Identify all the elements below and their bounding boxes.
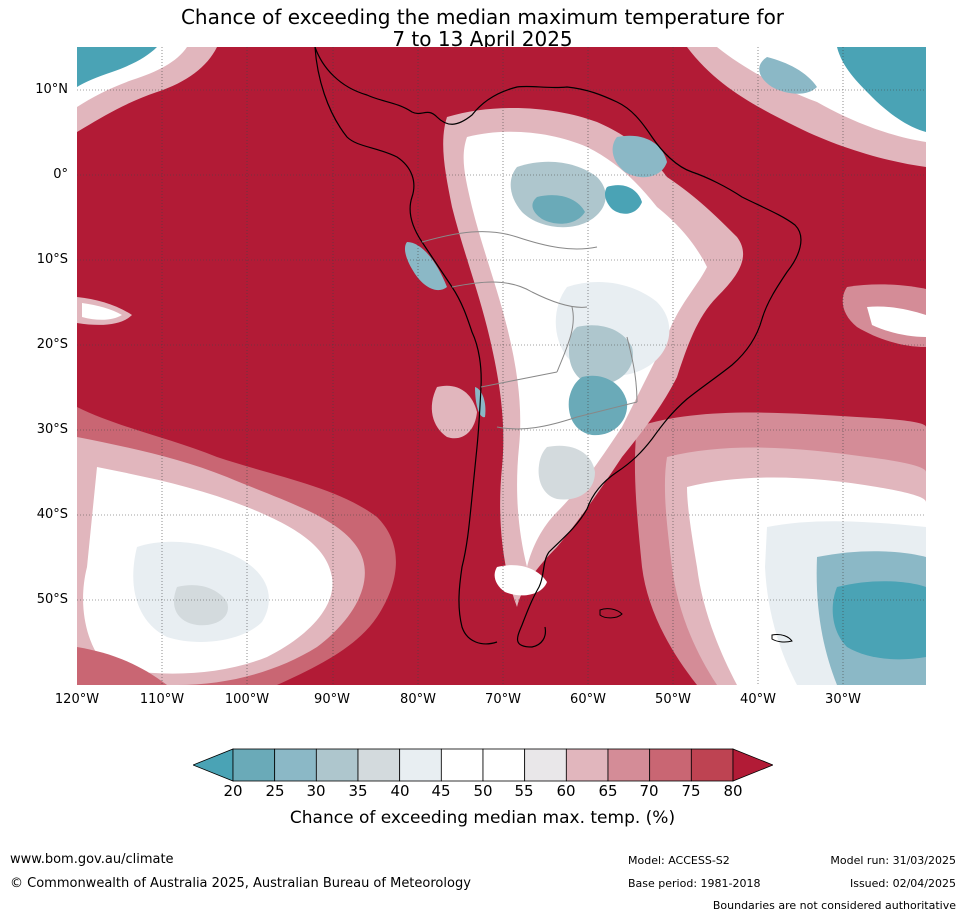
colorbar-over-arrow [732,748,773,782]
colorbar-cell [524,748,567,782]
south-atlantic-anomaly [634,412,926,685]
colorbar-tick-55: 55 [514,782,534,800]
issued-text: Issued: 02/04/2025 [849,877,956,890]
colorbar-cell [357,748,401,782]
colorbar-tick-70: 70 [639,782,659,800]
lon-label-50w: 50°W [655,692,691,707]
colorbar-tick-60: 60 [556,782,576,800]
model-run-text: Model run: 31/03/2025 [830,854,956,867]
colorbar [193,748,773,782]
colorbar-cell [399,748,442,782]
colorbar-tick-80: 80 [723,782,743,800]
colorbar-cell [607,748,651,782]
lon-label-90w: 90°W [314,692,350,707]
map-graphic [77,47,926,685]
continent-anomaly [443,107,744,607]
graticule [77,47,926,685]
website-link[interactable]: www.bom.gov.au/climate [10,852,174,867]
lat-label-10n: 10°N [35,82,68,97]
colorbar-cell [315,748,359,782]
lon-label-40w: 40°W [740,692,776,707]
lon-label-110w: 110°W [139,692,185,707]
colorbar-cell [274,748,317,782]
lat-label-40s: 40°S [36,507,68,522]
colorbar-tick-25: 25 [265,782,285,800]
lon-label-80w: 80°W [400,692,436,707]
colorbar-cell [565,748,609,782]
colorbar-cell [482,748,526,782]
nw-pacific-anomaly [77,47,217,132]
lon-label-100w: 100°W [224,692,270,707]
colorbar-under-arrow [193,748,234,782]
map-title-line-2: 7 to 13 April 2025 [392,27,573,51]
colorbar-tick-35: 35 [348,782,368,800]
forecast-map [77,47,926,685]
colorbar-cell [440,748,484,782]
colorbar-tick-50: 50 [473,782,493,800]
colorbar-cell [232,748,276,782]
colorbar-label: Chance of exceeding median max. temp. (%… [289,808,676,828]
colorbar-tick-45: 45 [431,782,451,800]
lon-label-70w: 70°W [485,692,521,707]
colorbar-tick-40: 40 [390,782,410,800]
disclaimer-text: Boundaries are not considered authoritat… [712,899,956,912]
map-title-line-1: Chance of exceeding the median maximum t… [180,5,785,29]
lon-label-60w: 60°W [570,692,606,707]
model-text: Model: ACCESS-S2 [628,854,730,867]
sw-pacific-anomaly [77,407,396,685]
colorbar-cells [232,748,734,782]
colorbar-tick-20: 20 [223,782,243,800]
colorbar-cell [649,748,692,782]
lat-label-10s: 10°S [36,252,68,267]
copyright-text: © Commonwealth of Australia 2025, Austra… [10,876,471,891]
lon-label-30w: 30°W [825,692,861,707]
lat-label-0: 0° [53,167,68,182]
country-borders [421,231,638,430]
colorbar-tick-30: 30 [306,782,326,800]
colorbar-tick-65: 65 [598,782,618,800]
colorbar-tick-75: 75 [681,782,701,800]
base-period-text: Base period: 1981-2018 [628,877,761,890]
coastline [314,47,802,648]
lat-label-30s: 30°S [36,422,68,437]
lat-label-50s: 50°S [36,592,68,607]
north-atlantic-anomaly [687,47,926,167]
colorbar-cell [690,748,734,782]
lon-label-120w: 120°W [54,692,100,707]
lat-label-20s: 20°S [36,337,68,352]
